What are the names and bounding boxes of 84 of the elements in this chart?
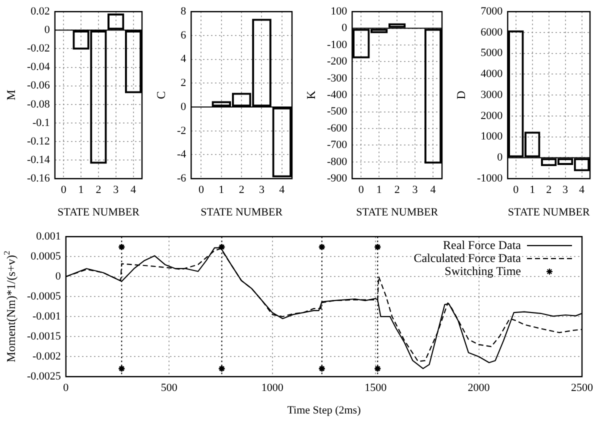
x-tick-label: 4 (130, 184, 137, 196)
x-tick-label: 2 (546, 184, 552, 196)
y-tick-label: 100 (330, 5, 348, 18)
y-tick-label: 4 (180, 53, 187, 66)
y-tick-label: -0.0015 (26, 330, 62, 342)
x-tick-label: 3 (562, 184, 569, 196)
y-tick-label: -100 (326, 38, 348, 51)
x-tick-label: 1500 (364, 382, 388, 394)
y-tick-label: -400 (326, 88, 348, 101)
y-tick-label: 7000 (480, 5, 504, 18)
x-axis-title: STATE NUMBER (508, 206, 590, 218)
x-tick-label: 0 (513, 184, 520, 196)
x-tick-label: 1 (530, 184, 536, 196)
y-tick-label: 8 (180, 5, 187, 18)
y-tick-label: 5000 (480, 47, 504, 60)
y-tick-label: -0.0005 (26, 290, 62, 302)
x-axis-title: STATE NUMBER (356, 206, 439, 218)
y-tick-label: -0.16 (26, 172, 50, 184)
y-tick-label: -0.0025 (26, 370, 62, 382)
x-tick-label: 3 (113, 184, 120, 196)
y-tick-label: -0.12 (26, 135, 50, 148)
y-axis-title: M (4, 89, 18, 100)
legend-label: Calculated Force Data (414, 250, 522, 265)
x-tick-label: 2000 (468, 382, 490, 394)
x-tick-label: 1 (218, 184, 224, 196)
y-tick-label: -0.08 (26, 98, 50, 110)
y-axis-title: K (304, 90, 318, 100)
x-tick-label: 0 (198, 184, 204, 196)
y-tick-label: 6 (180, 29, 187, 42)
y-tick-label: -1000 (476, 172, 504, 184)
y-tick-label: 0 (342, 22, 348, 34)
y-tick-label: 0.0005 (30, 250, 62, 262)
y-tick-label: 0 (180, 100, 187, 113)
y-tick-label: -200 (326, 56, 348, 68)
x-tick-label: 4 (579, 184, 586, 196)
y-tick-label: -4 (176, 148, 187, 161)
x-tick-label: 1 (78, 184, 84, 196)
x-tick-label: 2500 (571, 382, 594, 394)
y-tick-label: -600 (326, 122, 348, 134)
y-tick-label: 1000 (480, 130, 504, 143)
y-tick-label: -0.06 (26, 80, 50, 92)
y-tick-label: -6 (176, 172, 187, 184)
x-tick-label: 500 (160, 382, 178, 394)
y-tick-label: 2000 (480, 110, 504, 122)
y-tick-label: -800 (326, 156, 348, 168)
y-tick-label: 2 (180, 77, 186, 90)
y-tick-label: -0.14 (26, 154, 50, 166)
x-tick-label: 3 (412, 184, 418, 196)
legend-label: Real Force Data (443, 238, 522, 252)
y-tick-label: -0.04 (26, 61, 50, 74)
x-tick-label: 2 (394, 184, 400, 196)
y-tick-label: -900 (326, 172, 348, 184)
y-tick-label: -0.1 (32, 116, 50, 129)
y-tick-label: 4000 (480, 68, 504, 80)
y-tick-label: -0.001 (32, 310, 61, 322)
y-tick-label: 0 (497, 152, 504, 164)
y-axis-title: Moment(Nm)*1/(s+v)2 (2, 250, 18, 362)
y-tick-label: 0 (55, 270, 62, 282)
y-tick-label: -2 (176, 124, 186, 137)
x-axis-title: Time Step (2ms) (287, 404, 362, 416)
x-tick-label: 0 (358, 184, 364, 196)
x-axis-title: STATE NUMBER (200, 206, 284, 218)
x-tick-label: 3 (259, 184, 265, 196)
y-tick-label: 0 (44, 24, 50, 36)
x-tick-label: 4 (279, 184, 286, 196)
x-tick-label: 2 (238, 184, 244, 196)
y-tick-label: 0.02 (30, 5, 50, 18)
y-tick-label: -300 (326, 72, 348, 84)
y-tick-label: 6000 (480, 26, 504, 38)
x-tick-label: 2 (96, 184, 102, 196)
y-tick-label: -0.002 (32, 350, 61, 362)
x-tick-label: 1000 (261, 382, 284, 394)
y-axis-title: C (154, 91, 168, 100)
x-tick-label: 0 (63, 382, 70, 394)
y-tick-label: -700 (326, 139, 348, 152)
y-tick-label: 3000 (480, 88, 504, 101)
y-tick-label: 0.001 (36, 230, 61, 242)
x-tick-label: 4 (430, 184, 436, 196)
x-tick-label: 1 (376, 184, 382, 196)
y-axis-title: D (454, 90, 468, 100)
legend-label: Switching Time (444, 264, 521, 278)
y-tick-label: -500 (326, 106, 348, 118)
x-axis-title: STATE NUMBER (57, 206, 140, 218)
y-tick-label: -0.02 (26, 42, 50, 55)
